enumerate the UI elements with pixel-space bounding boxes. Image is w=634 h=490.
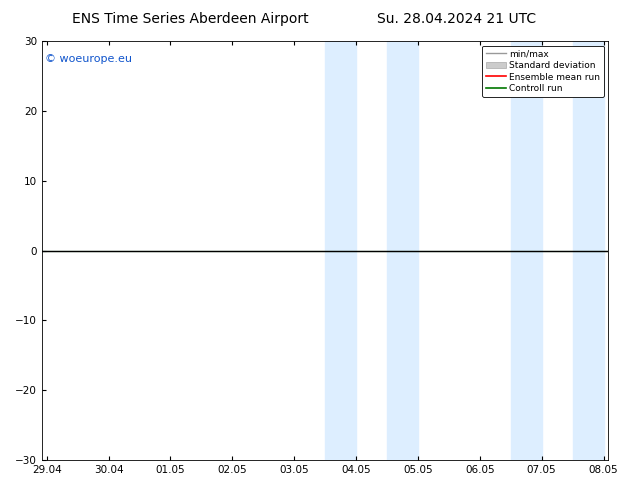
- Bar: [325, 41, 356, 460]
- Bar: [387, 41, 418, 460]
- Text: © woeurope.eu: © woeurope.eu: [44, 53, 132, 64]
- Legend: min/max, Standard deviation, Ensemble mean run, Controll run: min/max, Standard deviation, Ensemble me…: [482, 46, 604, 97]
- Text: ENS Time Series Aberdeen Airport: ENS Time Series Aberdeen Airport: [72, 12, 309, 26]
- Bar: [573, 41, 604, 460]
- Bar: [511, 41, 541, 460]
- Text: Su. 28.04.2024 21 UTC: Su. 28.04.2024 21 UTC: [377, 12, 536, 26]
